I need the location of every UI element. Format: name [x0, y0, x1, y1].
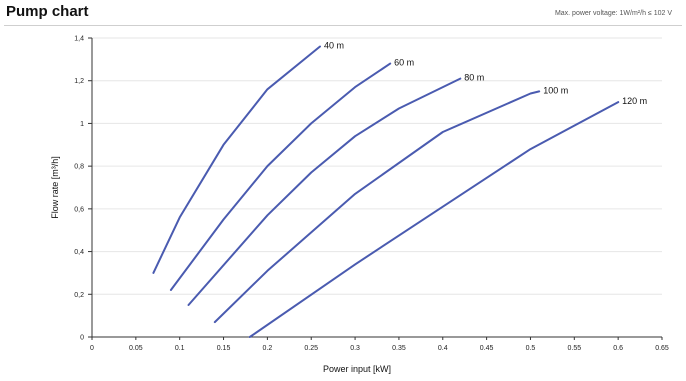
series-label: 120 m — [622, 96, 647, 106]
series-label: 100 m — [543, 85, 568, 95]
y-axis-label: Flow rate [m³/h] — [50, 156, 60, 219]
y-tick-label: 1,2 — [74, 78, 84, 85]
x-tick-label: 0.45 — [480, 345, 494, 352]
x-tick-label: 0.4 — [438, 345, 448, 352]
y-tick-label: 0,2 — [74, 292, 84, 299]
y-tick-label: 1 — [80, 121, 84, 128]
x-tick-label: 0.2 — [263, 345, 273, 352]
x-tick-label: 0.25 — [304, 345, 318, 352]
x-tick-label: 0 — [90, 345, 94, 352]
series-line — [187, 77, 462, 306]
series-label: 80 m — [464, 73, 484, 83]
x-tick-label: 0.5 — [526, 345, 536, 352]
chart-subtitle: Max. power voltage: 1W/m²/h ≤ 102 V — [554, 10, 672, 17]
series-line — [213, 90, 541, 324]
x-axis-label: Power input [kW] — [323, 364, 391, 374]
series-lines — [152, 45, 620, 338]
axes — [88, 37, 663, 340]
x-tick-label: 0.6 — [613, 345, 623, 352]
y-tick-label: 0,8 — [74, 164, 84, 171]
series-label: 60 m — [394, 58, 414, 68]
series-label: 40 m — [324, 41, 344, 51]
x-tick-label: 0.65 — [655, 345, 669, 352]
series-line — [248, 101, 620, 338]
x-tick-label: 0.15 — [217, 345, 231, 352]
page-title: Pump chart — [6, 3, 89, 20]
x-tick-label: 0.05 — [129, 345, 143, 352]
x-tick-label: 0.55 — [567, 345, 581, 352]
y-tick-label: 0 — [80, 335, 84, 342]
y-tick-label: 0,6 — [74, 206, 84, 213]
x-tick-label: 0.35 — [392, 345, 406, 352]
x-tick-label: 0.1 — [175, 345, 185, 352]
y-tick-label: 0,4 — [74, 249, 84, 256]
y-tick-labels: 0 0,2 0,4 0,6 0,8 1 1,2 1,4 — [74, 36, 84, 342]
y-tick-label: 1,4 — [74, 36, 84, 43]
series-line — [152, 45, 321, 274]
title-divider — [4, 25, 682, 26]
x-tick-labels: 0 0.05 0.1 0.15 0.2 0.25 0.3 0.35 0.4 0.45 0.5 0.55… — [90, 345, 669, 352]
series-labels: 40 m 60 m 80 m 100 m 120 m — [324, 41, 647, 107]
grid-lines — [92, 37, 662, 295]
x-tick-label: 0.3 — [350, 345, 360, 352]
series-line — [169, 62, 392, 291]
